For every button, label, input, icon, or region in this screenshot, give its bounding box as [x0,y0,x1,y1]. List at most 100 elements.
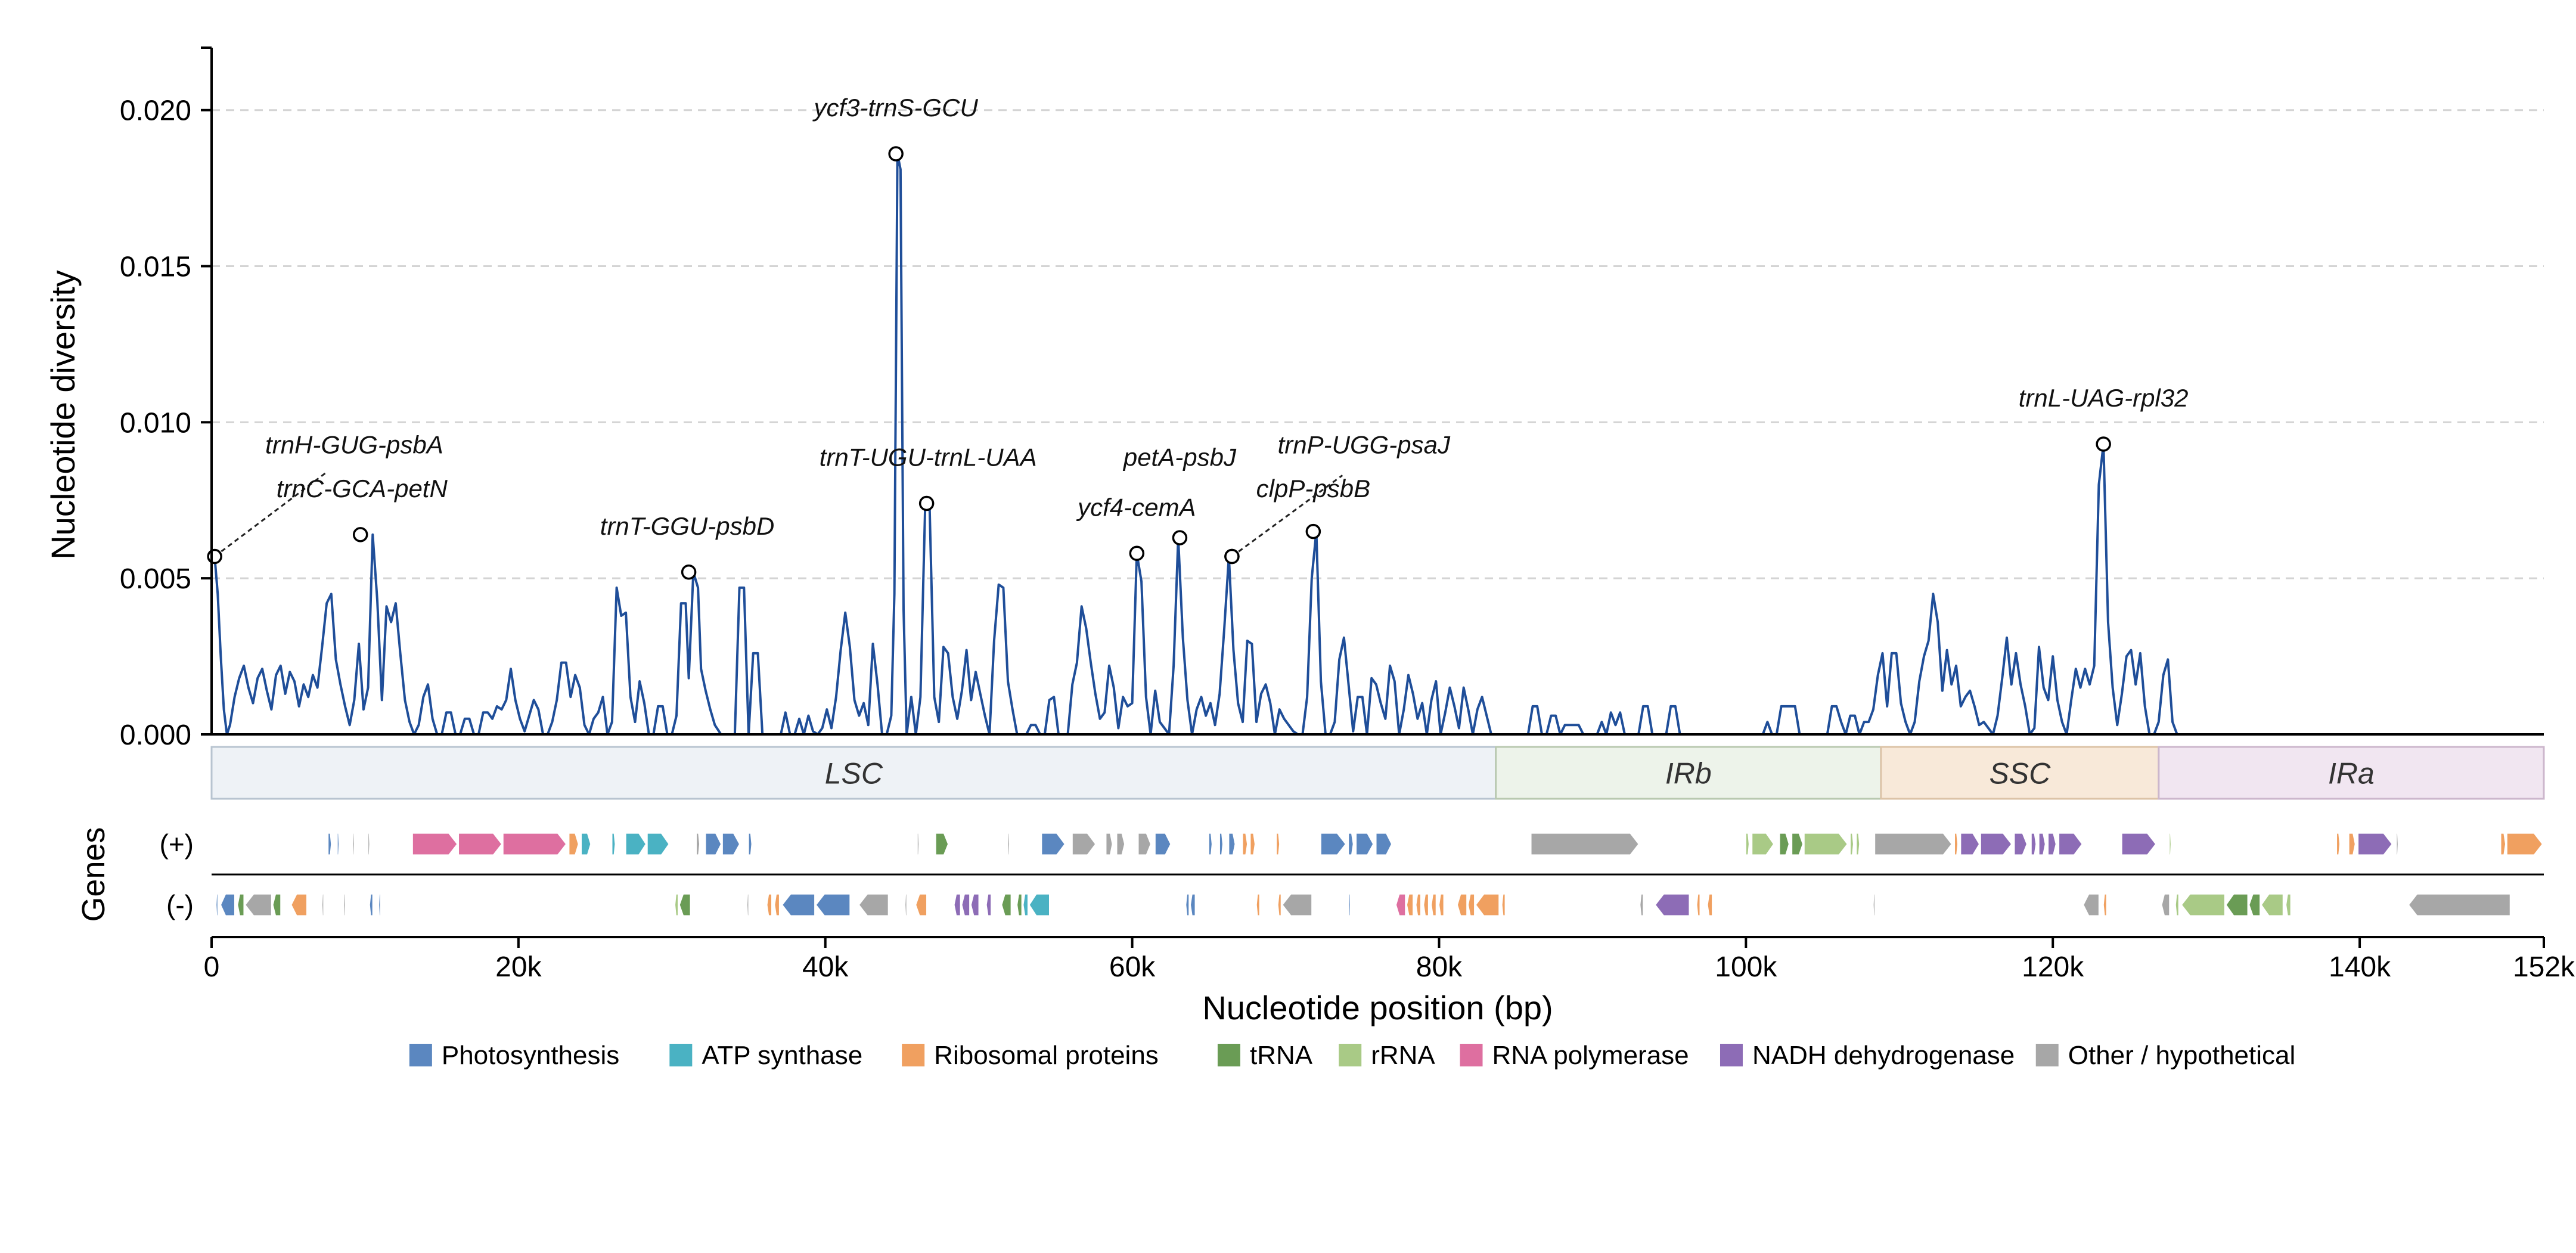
gene-feature [1791,833,1804,855]
gene-feature [1277,894,1281,916]
gene-feature [1954,833,1959,855]
gene-feature [935,833,949,855]
gene-feature [2261,894,2283,916]
y-tick-label: 0.020 [120,95,191,127]
axes [201,46,2544,938]
gene-feature [244,894,272,916]
gene-feature [1376,833,1392,855]
x-tick-label: 0 [204,951,220,983]
x-tick-label: 120k [2022,951,2084,983]
gene-feature [705,833,722,855]
peak-annotations: trnH-GUG-psbA trnC-GCA-petN trnT-GGU-psbD y… [207,94,2189,580]
gene-feature [904,894,907,916]
legend-swatch [1217,1044,1240,1066]
gene-feature [367,833,370,855]
gene-feature [1856,833,1860,855]
gene-feature [581,833,591,855]
gene-feature [1208,833,1213,855]
gene-feature [1282,894,1312,916]
gene-feature [1438,894,1444,916]
y-grid [212,109,2544,579]
peak-label: trnP-UGG-psaJ [1278,431,1451,459]
gene-feature [2396,833,2399,855]
peak-label: ycf4-cemA [1076,493,1196,521]
peak-marker [681,564,697,580]
gene-feature [502,833,567,855]
legend-swatch [1339,1044,1362,1066]
region-label: IRa [2328,757,2375,790]
y-tick-label: 0.005 [120,563,191,595]
gene-feature [1023,894,1029,916]
legend-label: Photosynthesis [442,1041,619,1070]
gene-feature [815,894,851,916]
region-lsc [210,746,1497,800]
peak-label: trnH-GUG-psbA [265,431,443,459]
gene-feature [1348,894,1351,916]
gene-feature [1980,833,2012,855]
peak-marker [1172,530,1188,545]
y-axis-label: Nucleotide diversity [44,270,82,560]
gene-feature [1250,833,1256,855]
legend-label: NADH dehydrogenase [1752,1041,2015,1070]
legend-label: rRNA [1371,1041,1435,1070]
gene-feature [328,833,332,855]
legend-label: Other / hypothetical [2068,1041,2296,1070]
genome-regions: LSC IRb SSC IRa [210,746,2545,800]
gene-feature [1185,894,1190,916]
gene-feature [1116,833,1125,855]
gene-feature [2014,833,2028,855]
gene-feature [1190,894,1196,916]
diversity-line-layer [213,153,2509,736]
legend-label: Ribosomal proteins [934,1041,1159,1070]
gene-feature [679,894,691,916]
gene-feature [569,833,579,855]
annotation-leader [214,471,327,557]
peak-label: ycf3-trnS-GCU [812,94,978,122]
gene-tracks [216,833,2543,916]
region-ira [2158,746,2545,800]
gene-feature [2038,833,2046,855]
gene-feature [1430,894,1436,916]
gene-feature [1355,833,1374,855]
gene-feature [986,894,992,916]
gene-feature [766,894,772,916]
gene-feature [2249,894,2261,916]
legend-swatch [2035,1044,2059,1066]
gene-feature [1395,894,1406,916]
genes-axis-label: Genes [76,827,111,922]
gene-feature [1423,894,1429,916]
gene-feature [1752,833,1774,855]
gene-feature [1873,894,1876,916]
peak-label: trnL-UAG-rpl32 [2019,384,2189,412]
gene-feature [917,833,920,855]
gene-feature [2031,833,2037,855]
gene-feature [1655,894,1690,916]
gene-feature [1106,833,1113,855]
gene-feature [2103,894,2107,916]
gene-feature [2500,833,2506,855]
gene-feature [2506,833,2543,855]
gene-feature [2047,833,2056,855]
gene-feature [1707,894,1713,916]
gene-feature [1745,833,1750,855]
legend-swatch [409,1044,432,1066]
gene-feature [291,894,308,916]
x-tick-label: 100k [1715,951,1777,983]
gene-feature [1041,833,1066,855]
gene-feature [1874,833,1953,855]
peak-marker [207,548,222,565]
gene-feature [321,894,324,916]
gene-feature [674,894,679,916]
gene-feature [369,894,373,916]
gene-feature [1242,833,1248,855]
gene-feature [237,894,244,916]
gene-feature [272,894,281,916]
legend-label: tRNA [1250,1041,1313,1070]
x-tick-label: 80k [1416,951,1463,983]
gene-feature [1804,833,1848,855]
gene-feature [746,894,749,916]
x-axis-label: Nucleotide position (bp) [1202,989,1553,1026]
x-tick-label: 60k [1109,951,1156,983]
gene-feature [2121,833,2156,855]
x-ticks: 0 20k 40k 60k 80k 100k 120k 140k 152k [204,937,2575,983]
